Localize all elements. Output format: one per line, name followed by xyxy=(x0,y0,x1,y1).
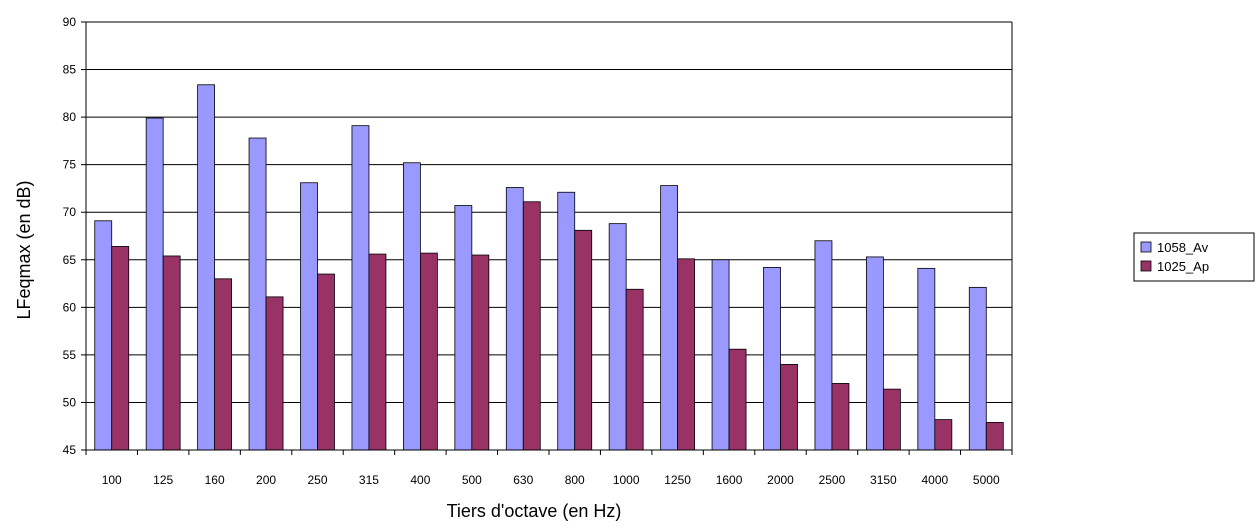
x-tick-label: 3150 xyxy=(870,473,897,487)
bar-series-2 xyxy=(420,253,437,450)
bar-series-1 xyxy=(301,183,318,450)
y-axis-ticks: 45 50 55 60 65 70 75 80 85 90 xyxy=(63,15,86,457)
x-tick-label: 2500 xyxy=(819,473,846,487)
bar-series-2 xyxy=(832,383,849,450)
bar-series-2 xyxy=(523,202,540,450)
y-tick-label: 75 xyxy=(63,158,77,172)
bar-series-1 xyxy=(558,192,575,450)
x-axis-title: Tiers d'octave (en Hz) xyxy=(447,501,622,521)
bar-series-2 xyxy=(112,246,129,450)
x-tick-label: 1250 xyxy=(664,473,691,487)
x-tick-label: 250 xyxy=(307,473,327,487)
x-tick-label: 315 xyxy=(359,473,379,487)
bar-series-1 xyxy=(249,138,266,450)
x-tick-label: 1000 xyxy=(613,473,640,487)
bar-series-2 xyxy=(935,420,952,450)
y-tick-label: 65 xyxy=(63,253,77,267)
x-tick-label: 500 xyxy=(462,473,482,487)
bar-series-1 xyxy=(95,221,112,450)
bar-series-2 xyxy=(986,422,1003,450)
bar-series-2 xyxy=(215,279,232,450)
x-tick-label: 160 xyxy=(205,473,225,487)
bar-series-1 xyxy=(403,163,420,450)
bar-series-2 xyxy=(163,256,180,450)
bar-series-1 xyxy=(918,268,935,450)
bar-series-1 xyxy=(712,260,729,450)
bar-series-2 xyxy=(678,259,695,450)
legend-label: 1025_Ap xyxy=(1157,259,1209,274)
bar-series-2 xyxy=(883,389,900,450)
bar-series-1 xyxy=(609,224,626,450)
x-tick-label: 125 xyxy=(153,473,173,487)
x-tick-label: 4000 xyxy=(921,473,948,487)
y-tick-label: 90 xyxy=(63,15,77,29)
bar-series-1 xyxy=(146,118,163,450)
bar-series-1 xyxy=(764,267,781,450)
bar-series-1 xyxy=(506,187,523,450)
bar-series-2 xyxy=(266,297,283,450)
y-tick-label: 50 xyxy=(63,395,77,409)
bar-series-2 xyxy=(729,349,746,450)
bar-series-1 xyxy=(352,126,369,450)
legend-swatch xyxy=(1141,261,1151,271)
y-tick-label: 70 xyxy=(63,205,77,219)
bar-series-2 xyxy=(369,254,386,450)
bar-series-1 xyxy=(815,241,832,450)
y-axis-title: LFeqmax (en dB) xyxy=(14,180,34,319)
y-tick-label: 60 xyxy=(63,300,77,314)
x-tick-label: 800 xyxy=(565,473,585,487)
legend-label: 1058_Av xyxy=(1157,240,1209,255)
legend-swatch xyxy=(1141,242,1151,252)
bar-series-1 xyxy=(661,186,678,450)
bars xyxy=(95,85,1004,450)
bar-series-1 xyxy=(455,206,472,450)
x-tick-label: 200 xyxy=(256,473,276,487)
bar-series-2 xyxy=(472,255,489,450)
bar-series-1 xyxy=(198,85,215,450)
x-tick-label: 1600 xyxy=(716,473,743,487)
bar-series-1 xyxy=(866,257,883,450)
bar-series-2 xyxy=(626,289,643,450)
y-tick-label: 80 xyxy=(63,110,77,124)
x-tick-label: 2000 xyxy=(767,473,794,487)
x-tick-label: 100 xyxy=(102,473,122,487)
bar-series-1 xyxy=(969,287,986,450)
bar-series-2 xyxy=(318,274,335,450)
bar-series-2 xyxy=(781,364,798,450)
bar-series-2 xyxy=(575,230,592,450)
x-tick-label: 400 xyxy=(410,473,430,487)
x-tick-label: 630 xyxy=(513,473,533,487)
y-tick-label: 85 xyxy=(63,63,77,77)
legend: 1058_Av 1025_Ap xyxy=(1134,233,1254,281)
y-tick-label: 55 xyxy=(63,348,77,362)
x-axis-ticks: 100 125 160 200 250 315 400 500 630 800 1000 1250 16… xyxy=(86,450,1012,487)
x-tick-label: 5000 xyxy=(973,473,1000,487)
y-tick-label: 45 xyxy=(63,443,77,457)
